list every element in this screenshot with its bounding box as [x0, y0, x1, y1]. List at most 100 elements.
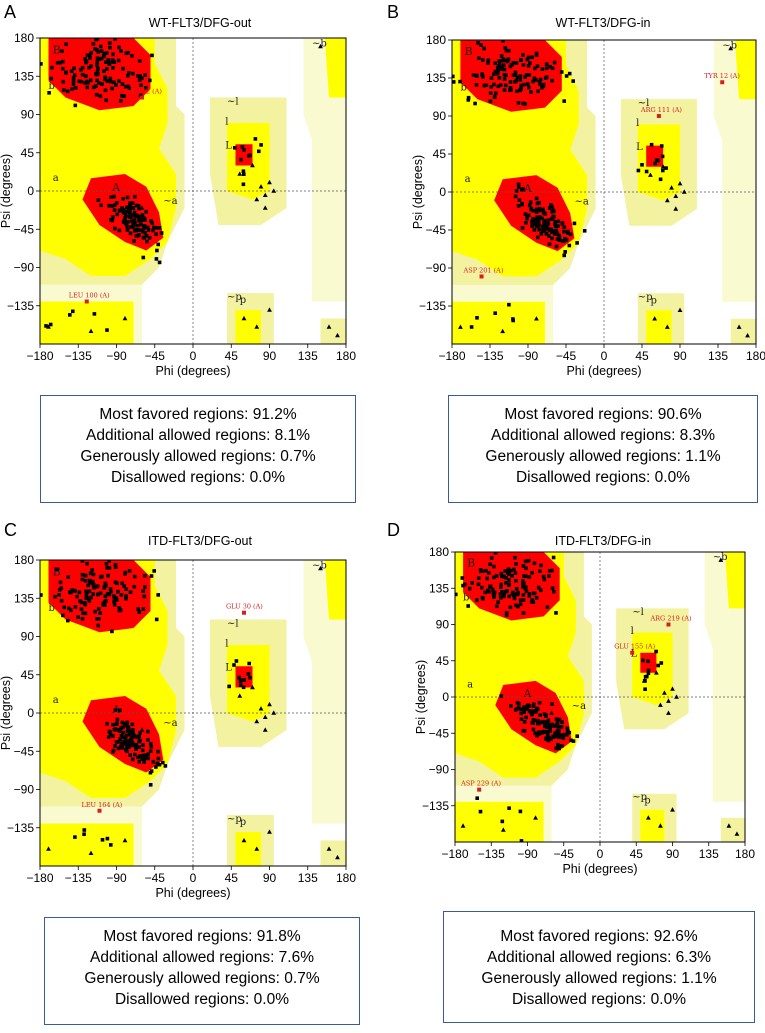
glycine-point: [658, 702, 663, 707]
stats-box: Most favored regions: 91.2% Additional a…: [40, 395, 356, 503]
glycine-point: [88, 328, 94, 334]
residue-point: [124, 587, 129, 591]
residue-point: [80, 72, 85, 77]
x-tick-label: 45: [225, 871, 239, 885]
residue-point: [146, 737, 150, 742]
x-tick-label: 90: [673, 349, 687, 363]
residue-point: [95, 60, 100, 64]
stat-additional: Additional allowed regions: 8.3%: [490, 427, 716, 444]
residue-point: [505, 59, 510, 64]
residue-point: [95, 617, 99, 621]
residue-point: [500, 574, 504, 579]
residue-point: [136, 755, 140, 760]
residue-point: [110, 204, 115, 208]
residue-point: [527, 592, 532, 596]
residue-point: [76, 615, 80, 619]
residue-point: [661, 168, 665, 173]
residue-point: [502, 88, 507, 92]
residue-point: [154, 257, 159, 261]
y-tick-label: 0: [27, 184, 34, 198]
residue-point: [248, 675, 252, 680]
ramachandran-plot: Bb Aa Ll p ~b ~a ~l ~p ILE 152 (A) LEU 100 (A) −18…: [0, 31, 356, 378]
y-tick-label: 90: [21, 108, 35, 122]
residue-point: [522, 729, 527, 733]
region-label: p: [644, 795, 650, 806]
y-tick-label: 180: [14, 553, 34, 567]
residue-point: [644, 169, 649, 174]
residue-point: [546, 218, 550, 223]
residue-point: [134, 745, 138, 749]
residue-point: [120, 82, 125, 86]
residue-point: [115, 717, 120, 722]
x-tick-label: −90: [106, 349, 127, 363]
residue-point: [40, 62, 43, 66]
x-tick-label: 0: [601, 349, 608, 363]
residue-point: [546, 718, 551, 723]
glycine-point: [681, 189, 687, 194]
residue-point: [488, 91, 493, 95]
residue-point: [493, 311, 497, 315]
y-tick-label: 135: [14, 591, 34, 605]
residue-point: [149, 745, 154, 749]
residue-point: [549, 217, 554, 221]
residue-point: [104, 60, 108, 64]
residue-point: [508, 605, 513, 610]
residue-point: [159, 231, 164, 235]
residue-point: [488, 562, 492, 567]
residue-point: [47, 91, 51, 95]
residue-point: [547, 574, 551, 578]
residue-point: [137, 78, 142, 82]
residue-point: [654, 158, 659, 162]
residue-point: [520, 202, 524, 207]
residue-point: [521, 101, 525, 106]
residue-point: [88, 579, 92, 583]
residue-point: [107, 592, 112, 597]
region-allowed-right-top: [724, 552, 745, 609]
x-tick-label: −135: [478, 847, 505, 861]
residue-point: [482, 83, 487, 88]
residue-point: [131, 71, 135, 76]
residue-point: [131, 731, 136, 736]
residue-point: [111, 734, 115, 738]
residue-point: [138, 730, 142, 735]
residue-point: [481, 596, 485, 601]
residue-point: [71, 309, 75, 314]
residue-point: [543, 212, 548, 216]
x-tick-label: −135: [476, 349, 503, 363]
residue-point: [124, 221, 128, 226]
residue-point: [537, 79, 542, 84]
residue-point: [116, 746, 121, 751]
residue-point: [525, 216, 529, 221]
residue-point: [499, 585, 503, 589]
residue-point: [154, 617, 159, 622]
residue-point: [537, 700, 542, 705]
residue-point: [550, 702, 554, 706]
residue-point: [122, 211, 126, 215]
residue-point: [115, 212, 120, 217]
residue-point: [137, 206, 141, 211]
residue-point: [521, 584, 525, 589]
residue-point: [524, 585, 528, 589]
residue-point: [493, 61, 497, 66]
residue-point: [107, 41, 112, 45]
residue-point: [259, 143, 263, 147]
residue-point: [489, 85, 494, 89]
glycine-point: [267, 829, 272, 834]
residue-point: [112, 594, 116, 598]
y-tick-label: 45: [21, 146, 35, 160]
residue-point: [504, 581, 508, 585]
residue-point: [95, 78, 99, 83]
residue-point: [91, 579, 95, 584]
residue-point: [529, 90, 533, 94]
region-generous-right: [704, 552, 745, 802]
residue-point: [156, 593, 160, 597]
residue-point: [560, 221, 565, 225]
y-axis-label: Psi (degrees): [411, 155, 425, 229]
residue-point: [98, 575, 103, 579]
residue-point: [119, 593, 124, 597]
residue-point: [80, 572, 85, 577]
residue-point: [142, 217, 147, 222]
residue-point: [112, 194, 116, 199]
